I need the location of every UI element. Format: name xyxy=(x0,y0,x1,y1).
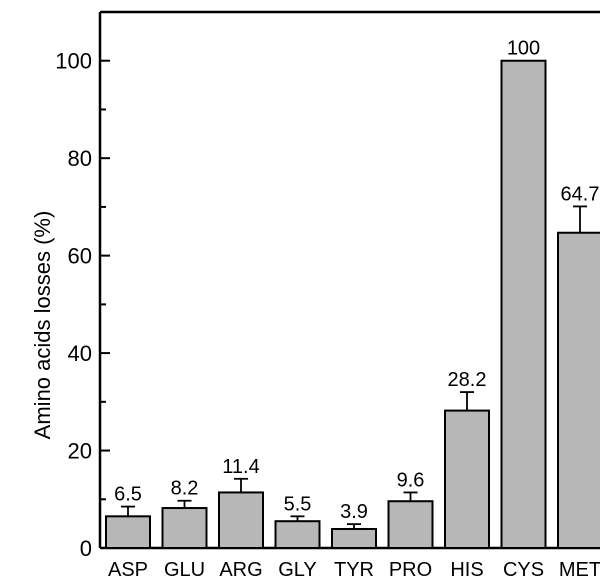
data-label: 6.5 xyxy=(114,484,142,506)
data-label: 8.2 xyxy=(171,478,199,500)
y-tick-label: 40 xyxy=(68,341,92,366)
bar-cys xyxy=(502,61,546,548)
data-label: 100 xyxy=(507,38,540,60)
y-tick-label: 60 xyxy=(68,244,92,269)
y-axis-title: Amino acids losses (%) xyxy=(30,211,55,440)
bars xyxy=(106,61,600,548)
category-label: PRO xyxy=(389,559,432,581)
y-tick-label: 0 xyxy=(80,536,92,561)
bar-pro xyxy=(389,501,433,548)
bar-arg xyxy=(219,492,263,548)
data-label: 64.7 xyxy=(561,183,600,205)
category-label: CYS xyxy=(503,559,544,581)
data-label: 11.4 xyxy=(222,456,259,478)
data-label: 28.2 xyxy=(448,369,487,391)
bar-glu xyxy=(163,508,207,548)
category-label: GLY xyxy=(278,559,317,581)
bar-asp xyxy=(106,516,150,548)
category-label: ASP xyxy=(108,559,148,581)
category-label: TYR xyxy=(334,559,374,581)
y-tick-label: 100 xyxy=(55,49,92,74)
data-label: 5.5 xyxy=(284,493,312,515)
category-label: GLU xyxy=(164,559,205,581)
data-label: 9.6 xyxy=(397,469,425,491)
category-label: ARG xyxy=(219,559,262,581)
bar-his xyxy=(445,411,489,548)
y-tick-label: 20 xyxy=(68,439,92,464)
bar-tyr xyxy=(332,529,376,548)
category-label: HIS xyxy=(450,559,483,581)
data-label: 3.9 xyxy=(340,501,368,523)
y-tick-label: 80 xyxy=(68,146,92,171)
category-label: MET xyxy=(559,559,600,581)
bar-gly xyxy=(276,521,320,548)
bar-met xyxy=(558,233,600,548)
